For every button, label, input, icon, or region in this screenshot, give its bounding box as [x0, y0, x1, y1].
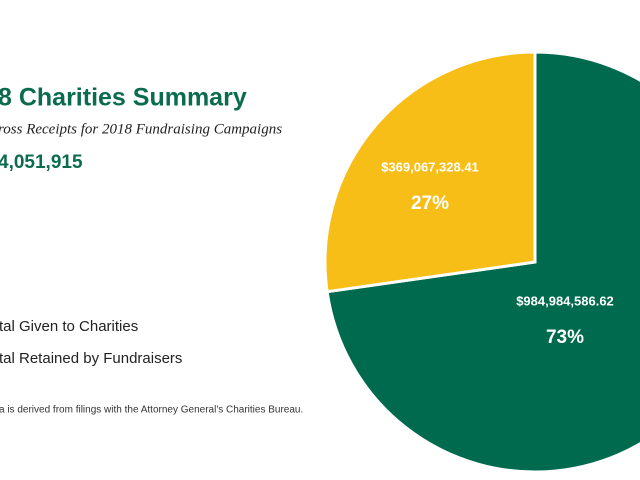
value-label: $369,067,328.41	[381, 159, 479, 174]
legend-entry: tal Retained by Fundraisers	[0, 350, 182, 367]
value-label: $984,984,586.62	[516, 293, 614, 308]
total: 4,051,915	[0, 152, 83, 173]
pie-slice	[323, 50, 537, 294]
percent-label: 73%	[546, 327, 584, 348]
chart-title: 8 Charities Summary	[0, 84, 247, 112]
chart-subtitle: ross Receipts for 2018 Fundraising Campa…	[0, 121, 282, 137]
percent-label: 27%	[411, 193, 449, 214]
legend-entry: tal Given to Charities	[0, 318, 138, 335]
pie-slice	[325, 50, 640, 474]
footnote: a is derived from filings with the Attor…	[0, 405, 303, 416]
